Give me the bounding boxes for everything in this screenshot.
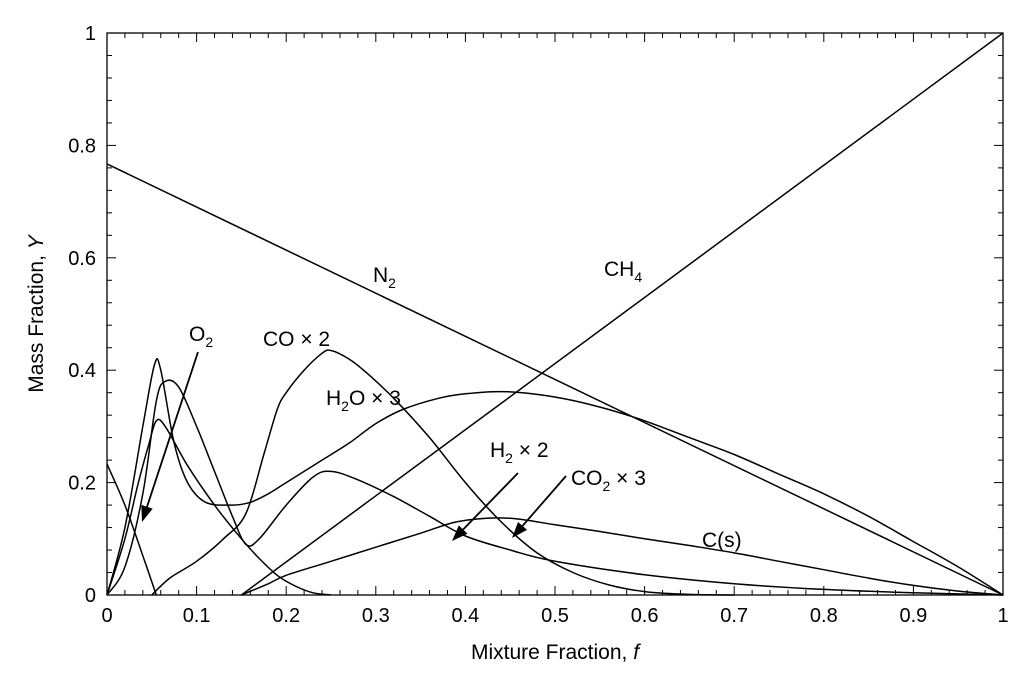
x-axis-title: Mixture Fraction, f [471,641,641,664]
y-tick-label: 0 [85,585,96,607]
label-n2-sub: 2 [388,275,396,291]
x-tick-label: 0.8 [810,605,838,627]
x-tick-label: 0.1 [183,605,211,627]
y-axis-title: Mass Fraction, Y [25,233,48,393]
x-tick-label: 0.2 [272,605,300,627]
y-axis-title-text: Mass Fraction, [25,249,48,393]
h2-arrow-shaft [462,472,519,531]
series-line-o2 [106,463,158,596]
label-h2o-sub: 2 [341,398,349,414]
series-line-n2 [106,163,1004,596]
series-line-h2o-3 [106,358,1004,596]
x-axis-variable: f [633,641,641,664]
plot-frame [106,32,1004,596]
x-tick-label: 0.7 [720,605,748,627]
label-h2-suffix: × 2 [513,439,549,462]
label-n2-base: N [373,264,388,287]
label-co2-suffix: × 3 [610,467,646,490]
label-n2: N2 [373,264,396,291]
axes [106,32,1004,596]
label-co2: CO2 × 3 [571,467,646,494]
h2-arrow-head [452,525,468,541]
x-tick-label: 0.5 [541,605,569,627]
label-h2o-base: H [326,387,341,410]
x-tick-label: 0.9 [899,605,927,627]
series-lines [106,32,1004,596]
x-tick-label: 0.3 [362,605,390,627]
series-line-co2-3 [106,418,332,596]
label-o2: O2 [189,323,213,350]
y-axis-variable: Y [25,233,48,249]
o2-arrow-head [141,504,153,522]
y-tick-label: 1 [85,23,96,45]
tick-labels: 0 0.1 0.2 0.3 0.4 0.5 0.6 0.7 0.8 0.9 1 0 0.2 0.4 0.6 0… [68,23,1008,627]
series-line-h2-2 [151,349,735,596]
y-tick-label: 0.8 [68,135,96,157]
o2-arrow [141,351,199,522]
series-line-co-2 [106,379,1004,596]
label-h2-sub: 2 [505,450,513,466]
label-cs: C(s) [702,529,742,552]
y-tick-label: 0.2 [68,473,96,495]
label-cs-base: C(s) [702,529,742,552]
co2-arrow-shaft [521,475,567,527]
x-axis-title-text: Mixture Fraction, [471,641,633,664]
x-tick-label: 0.4 [451,605,479,627]
x-tick-label: 0 [101,605,112,627]
label-ch4-sub: 4 [634,269,642,285]
series-line-c-s [241,517,1004,596]
x-tick-label: 1 [997,605,1008,627]
x-tick-label: 0.6 [631,605,659,627]
label-ch4-base: CH [604,258,634,281]
y-tick-label: 0.6 [68,248,96,270]
series-line-ch4 [240,32,1004,596]
label-co2-base: CO [571,467,603,490]
label-co-base: CO × 2 [263,328,330,351]
label-h2o-suffix: O × 3 [349,387,401,410]
annotation-arrows [141,351,567,541]
label-co: CO × 2 [263,328,330,351]
label-h2-base: H [490,439,505,462]
h2-arrow [452,472,519,541]
o2-arrow-shaft [146,351,199,508]
co2-arrow-head [512,521,528,538]
co2-arrow [512,475,567,538]
label-o2-base: O [189,323,205,346]
label-h2: H2 × 2 [490,439,549,466]
y-tick-label: 0.4 [68,360,96,382]
label-ch4: CH4 [604,258,642,285]
label-h2o: H2O × 3 [326,387,401,414]
label-co2-sub: 2 [603,478,611,494]
label-o2-sub: 2 [205,334,213,350]
ticks [106,32,1004,596]
